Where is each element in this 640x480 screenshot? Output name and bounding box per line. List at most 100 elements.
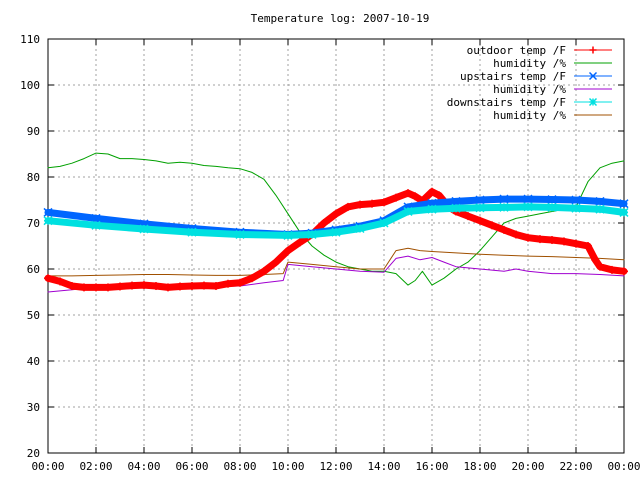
plus-marker [272,258,280,267]
star-marker [91,220,101,230]
star-marker [547,202,557,212]
star-marker [43,216,53,226]
plus-marker [332,209,340,218]
plus-marker [200,281,208,290]
star-marker [619,207,629,217]
plus-marker [488,221,496,230]
plus-marker [212,282,220,291]
plus-marker [356,200,364,209]
plus-marker [596,262,604,271]
plus-marker [392,193,400,202]
star-marker [427,204,437,214]
y-tick-label: 60 [27,263,40,276]
y-tick-label: 20 [27,447,40,460]
plus-marker [380,198,388,207]
y-tick-label: 70 [27,217,40,230]
plus-marker [128,281,136,290]
cross-marker [91,213,101,223]
legend-label: outdoor temp /F [467,44,566,57]
plus-marker [500,225,508,234]
plus-marker [591,255,600,264]
plus-marker [284,246,292,255]
legend-label: downstairs temp /F [447,96,566,109]
y-tick-label: 110 [20,33,40,46]
cross-marker [595,196,605,206]
legend-label: humidity /% [493,109,566,122]
y-tick-label: 90 [27,125,40,138]
cross-marker [547,195,557,205]
x-tick-label: 00:00 [607,460,640,473]
y-tick-label: 80 [27,171,40,184]
star-marker [523,202,533,212]
x-tick-label: 16:00 [415,460,448,473]
plus-marker [344,202,352,211]
plus-marker [188,282,196,291]
chart-title: Temperature log: 2007-10-19 [251,12,430,25]
y-tick-label: 30 [27,401,40,414]
series-line [47,152,625,286]
plus-marker [92,283,100,292]
x-tick-label: 00:00 [31,460,64,473]
star-marker [451,203,461,213]
plus-marker [620,267,628,276]
plot-border [47,38,625,454]
series-4 [43,202,629,240]
cross-marker [588,71,598,81]
x-tick-label: 02:00 [79,460,112,473]
plus-marker [476,216,484,225]
star-marker [139,224,149,234]
y-tick-label: 40 [27,355,40,368]
star-marker [588,97,598,107]
x-tick-label: 08:00 [223,460,256,473]
series-1 [47,152,625,286]
plus-marker [236,278,244,287]
cross-marker [499,194,509,204]
star-marker [235,229,245,240]
plus-marker [560,237,568,246]
star-marker [499,202,509,212]
cross-marker [571,195,581,205]
series-layer [43,152,629,293]
series-line [44,188,628,291]
series-5 [47,247,625,277]
plus-marker [536,235,544,244]
plus-marker [164,283,172,292]
star-marker [331,227,341,237]
plus-marker [584,242,592,250]
plus-marker [404,189,412,198]
series-line [47,247,625,277]
plus-marker [512,230,520,239]
plus-marker [572,239,580,248]
star-marker [475,203,485,213]
star-marker [379,218,389,228]
star-marker [307,229,317,240]
plus-marker [152,282,160,291]
star-marker [187,227,197,237]
x-tick-label: 06:00 [175,460,208,473]
plus-marker [56,277,64,286]
plus-marker [140,281,148,290]
star-marker [403,206,413,217]
y-tick-label: 50 [27,309,40,322]
plus-marker [116,282,124,291]
cross-marker [451,196,461,206]
x-tick-label: 10:00 [271,460,304,473]
plus-marker [428,187,436,196]
x-tick-label: 20:00 [511,460,544,473]
plus-marker [435,191,444,200]
plus-marker [608,265,616,274]
plus-marker [80,283,88,292]
legend-label: humidity /% [493,83,566,96]
plus-marker [296,238,304,247]
x-tick-label: 18:00 [463,460,496,473]
plus-marker [104,283,112,292]
plus-marker [260,267,268,276]
x-tick-label: 14:00 [367,460,400,473]
star-marker [595,204,605,214]
y-tick-label: 100 [20,79,40,92]
legend-label: humidity /% [493,57,566,70]
star-marker [283,230,293,240]
star-marker [355,223,365,234]
plus-marker [176,282,184,291]
